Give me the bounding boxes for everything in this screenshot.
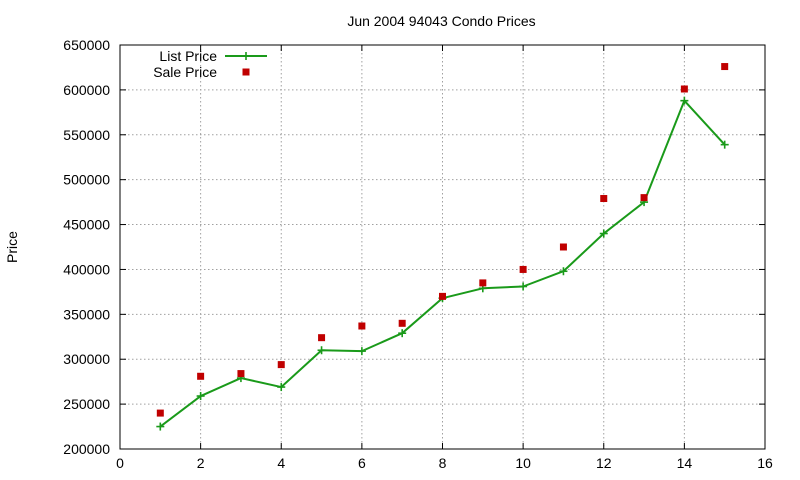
x-tick-label: 4 (277, 455, 285, 471)
sale-price-point (721, 63, 729, 71)
x-tick-label: 10 (515, 455, 531, 471)
axis-ticks: 0 2 4 6 8 10 12 14 16 200000 250000 300000 350000 400… (63, 37, 773, 471)
sale-price-point (439, 292, 446, 300)
y-tick-label: 550000 (63, 127, 110, 143)
list-price-point (680, 96, 689, 105)
legend-label: Sale Price (153, 64, 217, 80)
list-price-point (357, 347, 366, 356)
x-tick-label: 0 (116, 455, 124, 471)
sale-price-point (358, 322, 366, 330)
list-price-point (277, 383, 286, 392)
y-axis-label: Price (4, 231, 20, 263)
y-tick-label: 300000 (63, 351, 110, 367)
list-price-point (317, 346, 326, 355)
sale-price-point (398, 319, 406, 327)
y-tick-label: 600000 (63, 82, 110, 98)
y-tick-label: 500000 (63, 172, 110, 188)
sale-price-point (156, 409, 164, 417)
sale-price-point (237, 370, 245, 378)
sale-price-point (277, 361, 285, 369)
grid-lines (120, 45, 765, 449)
legend-square-marker (242, 68, 250, 76)
list-price-point (720, 140, 729, 149)
y-tick-label: 200000 (63, 441, 110, 457)
list-price-point (519, 282, 528, 291)
x-tick-label: 6 (358, 455, 366, 471)
sale-price-point (318, 334, 326, 342)
data-series (156, 63, 729, 431)
series-sale-price (156, 63, 729, 417)
y-tick-label: 650000 (63, 37, 110, 53)
y-tick-label: 450000 (63, 217, 110, 233)
x-tick-label: 2 (197, 455, 205, 471)
x-tick-label: 14 (677, 455, 693, 471)
y-tick-label: 250000 (63, 396, 110, 412)
legend-plus-marker (242, 52, 250, 60)
sale-price-point (559, 243, 567, 251)
x-tick-label: 16 (757, 455, 773, 471)
y-tick-label: 400000 (63, 261, 110, 277)
list-price-point (156, 422, 165, 431)
sale-price-point (640, 194, 648, 202)
list-price-point (398, 329, 407, 338)
list-price-point (599, 229, 608, 238)
x-tick-label: 12 (596, 455, 612, 471)
sale-price-point (600, 195, 608, 203)
sale-price-point (197, 372, 205, 380)
list-price-point (559, 267, 568, 276)
x-tick-label: 8 (439, 455, 447, 471)
sale-price-point (519, 265, 527, 273)
chart-title: Jun 2004 94043 Condo Prices (347, 13, 535, 29)
sale-price-point (680, 85, 688, 93)
legend-label: List Price (159, 48, 217, 64)
series-list-price (156, 96, 729, 431)
list-price-point (196, 392, 205, 401)
y-tick-label: 350000 (63, 306, 110, 322)
sale-price-point (479, 279, 487, 287)
